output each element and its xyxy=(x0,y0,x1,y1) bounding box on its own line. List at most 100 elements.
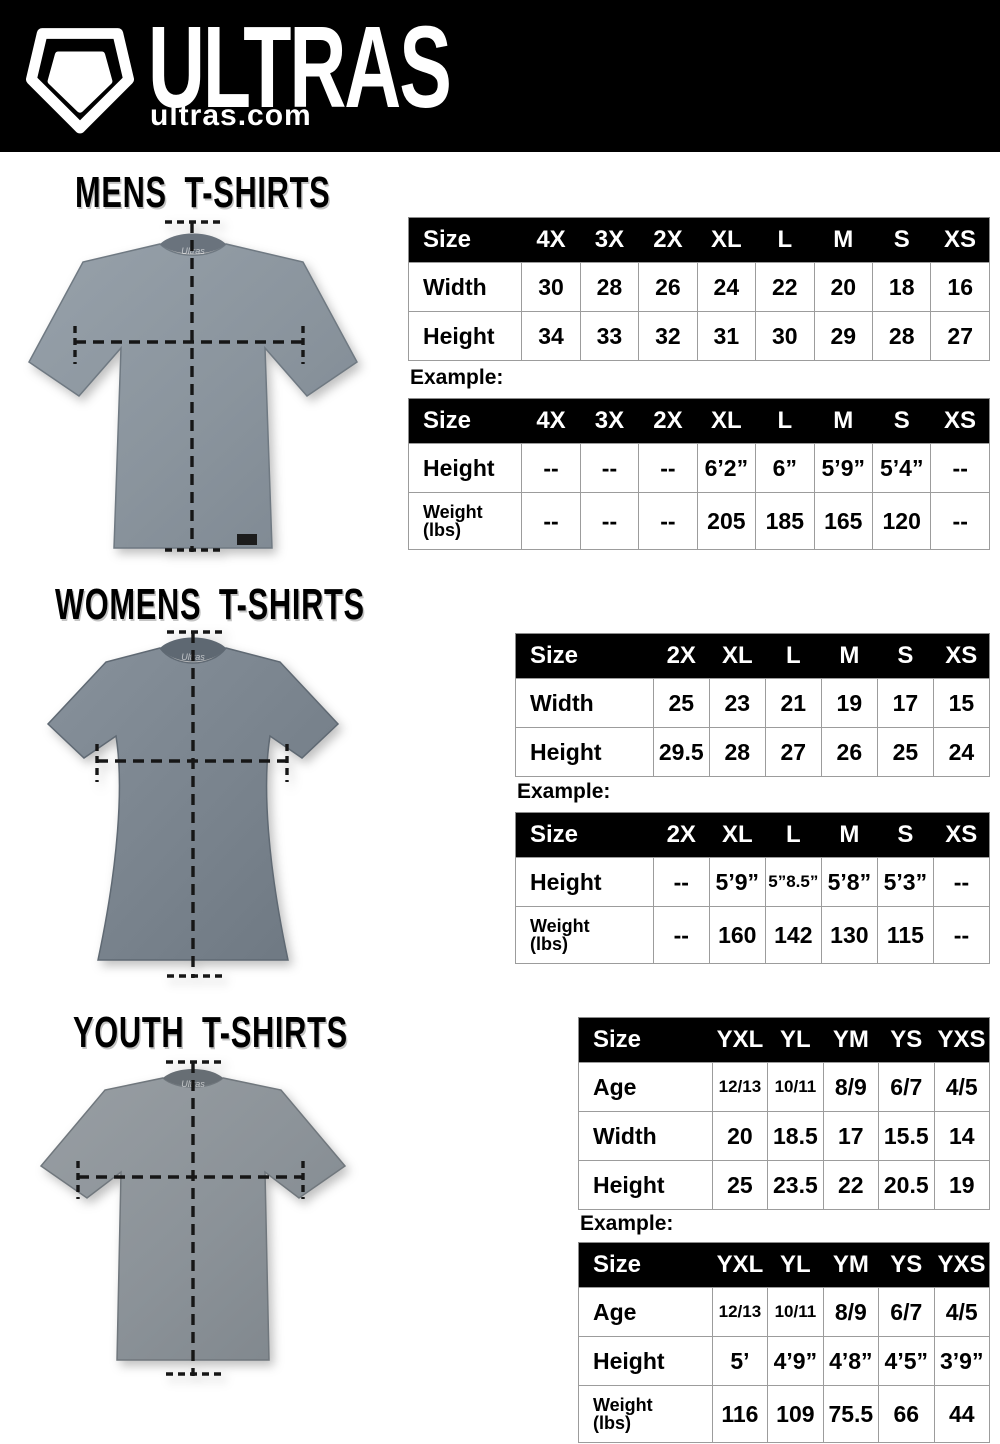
table-cell: 10/11 xyxy=(767,1287,824,1337)
table-cell: 160 xyxy=(708,906,766,964)
table-cell: 34 xyxy=(521,311,581,361)
table-cell: 18.5 xyxy=(767,1111,824,1161)
table-header-row: Size 4X 3X 2X XL L M S XS xyxy=(408,398,990,444)
size-header-cell: M xyxy=(821,633,878,679)
table-cell: 8/9 xyxy=(822,1062,880,1112)
youth-section-title: YOUTH T-SHIRTS xyxy=(73,1008,348,1057)
size-column-label: Size xyxy=(515,812,654,858)
womens-section-title: WOMENS T-SHIRTS xyxy=(55,580,365,629)
table-row: Height 34 33 32 31 30 29 28 27 xyxy=(407,311,990,361)
womens-shirt-image: Ultras xyxy=(46,630,340,978)
row-label: Width xyxy=(578,1111,713,1161)
table-cell: 205 xyxy=(696,492,757,550)
table-cell: 33 xyxy=(579,311,640,361)
table-cell: 109 xyxy=(767,1385,824,1443)
table-cell: 20 xyxy=(813,262,873,312)
table-row: Height -- 5’9” 5”8.5” 5’8” 5’3” -- xyxy=(515,857,991,907)
table-cell: 25 xyxy=(876,727,934,777)
row-label: Width xyxy=(515,678,654,728)
table-cell: -- xyxy=(930,443,990,493)
table-cell: -- xyxy=(652,857,710,907)
size-header-cell: 2X xyxy=(638,217,698,263)
table-cell: 17 xyxy=(876,678,934,728)
row-label: Weight (lbs) xyxy=(407,492,523,550)
table-cell: -- xyxy=(579,492,640,550)
size-header-cell: YXL xyxy=(712,1242,768,1288)
size-header-cell: S xyxy=(872,398,931,444)
womens-size-table: Size 2X XL L M S XS Width 25 23 21 19 17 15 Height 29.5… xyxy=(515,633,991,777)
table-row: Width 20 18.5 17 15.5 14 xyxy=(578,1111,990,1161)
table-cell: 23 xyxy=(708,678,766,728)
size-header-cell: S xyxy=(872,217,931,263)
row-label: Height xyxy=(515,727,654,777)
size-header-cell: YL xyxy=(767,1017,824,1063)
table-header-row: Size YXL YL YM YS YXS xyxy=(578,1242,990,1288)
table-cell: 5’9” xyxy=(813,443,873,493)
size-header-cell: YS xyxy=(878,1242,934,1288)
table-row: Height -- -- -- 6’2” 6” 5’9” 5’4” -- xyxy=(407,443,990,493)
size-column-label: Size xyxy=(578,1242,713,1288)
site-header: ULTRAS ultras.com xyxy=(0,0,1000,152)
table-cell: 19 xyxy=(820,678,878,728)
table-cell: 5’ xyxy=(711,1336,769,1386)
table-cell: 27 xyxy=(930,311,990,361)
size-header-cell: S xyxy=(877,633,934,679)
size-header-cell: 2X xyxy=(638,398,698,444)
hem-tag xyxy=(237,534,257,545)
table-cell: 6/7 xyxy=(878,1287,935,1337)
youth-size-table: Size YXL YL YM YS YXS Age 12/13 10/11 8/9 6/7 4/5 Wi… xyxy=(578,1017,990,1210)
size-header-cell: 3X xyxy=(580,217,639,263)
row-label: Height xyxy=(515,857,654,907)
size-header-cell: 4X xyxy=(521,217,581,263)
table-cell: 20.5 xyxy=(878,1160,935,1210)
table-cell: 20 xyxy=(711,1111,769,1161)
table-cell: 5”8.5” xyxy=(764,857,822,907)
size-header-cell: XS xyxy=(933,812,990,858)
table-cell: -- xyxy=(930,492,990,550)
table-cell: 28 xyxy=(708,727,766,777)
size-header-cell: M xyxy=(814,217,873,263)
table-cell: 28 xyxy=(871,311,932,361)
table-row: Height 29.5 28 27 26 25 24 xyxy=(515,727,991,777)
table-cell: 4/5 xyxy=(933,1062,990,1112)
table-row: Width 30 28 26 24 22 20 18 16 xyxy=(407,262,990,312)
size-header-cell: L xyxy=(765,812,822,858)
table-cell: 30 xyxy=(521,262,581,312)
table-cell: 30 xyxy=(755,311,815,361)
table-cell: 4’8” xyxy=(822,1336,880,1386)
table-cell: 27 xyxy=(764,727,822,777)
measurement-crosshair xyxy=(95,630,289,978)
size-header-cell: XL xyxy=(697,217,756,263)
mens-example-table: Size 4X 3X 2X XL L M S XS Height -- -- -- 6’2” 6” 5’9” 5… xyxy=(407,398,990,550)
womens-example-label: Example: xyxy=(517,780,611,803)
table-cell: 5’8” xyxy=(820,857,878,907)
size-header-cell: YXS xyxy=(934,1017,990,1063)
table-cell: 6” xyxy=(755,443,815,493)
size-header-cell: XS xyxy=(930,398,990,444)
table-cell: 23.5 xyxy=(767,1160,824,1210)
row-label: Height xyxy=(407,443,523,493)
table-cell: -- xyxy=(521,492,581,550)
table-cell: 25 xyxy=(652,678,710,728)
size-header-cell: YS xyxy=(878,1017,934,1063)
table-row: Weight (lbs) -- 160 142 130 115 -- xyxy=(515,906,991,964)
table-cell: 142 xyxy=(764,906,822,964)
table-cell: 32 xyxy=(638,311,698,361)
table-cell: -- xyxy=(638,492,698,550)
mens-section-title: MENS T-SHIRTS xyxy=(75,168,331,217)
table-row: Age 12/13 10/11 8/9 6/7 4/5 xyxy=(578,1062,990,1112)
table-cell: 116 xyxy=(711,1385,769,1443)
youth-shirt-image: Ultras xyxy=(39,1060,347,1376)
table-cell: 130 xyxy=(820,906,878,964)
size-header-cell: S xyxy=(877,812,934,858)
table-cell: 14 xyxy=(933,1111,990,1161)
table-cell: 44 xyxy=(933,1385,990,1443)
table-row: Age 12/13 10/11 8/9 6/7 4/5 xyxy=(578,1287,990,1337)
table-header-row: Size YXL YL YM YS YXS xyxy=(578,1017,990,1063)
table-cell: 5’3” xyxy=(876,857,934,907)
size-header-cell: 4X xyxy=(521,398,581,444)
table-cell: -- xyxy=(932,906,991,964)
table-row: Width 25 23 21 19 17 15 xyxy=(515,678,991,728)
table-cell: 31 xyxy=(696,311,757,361)
size-header-cell: L xyxy=(755,217,815,263)
